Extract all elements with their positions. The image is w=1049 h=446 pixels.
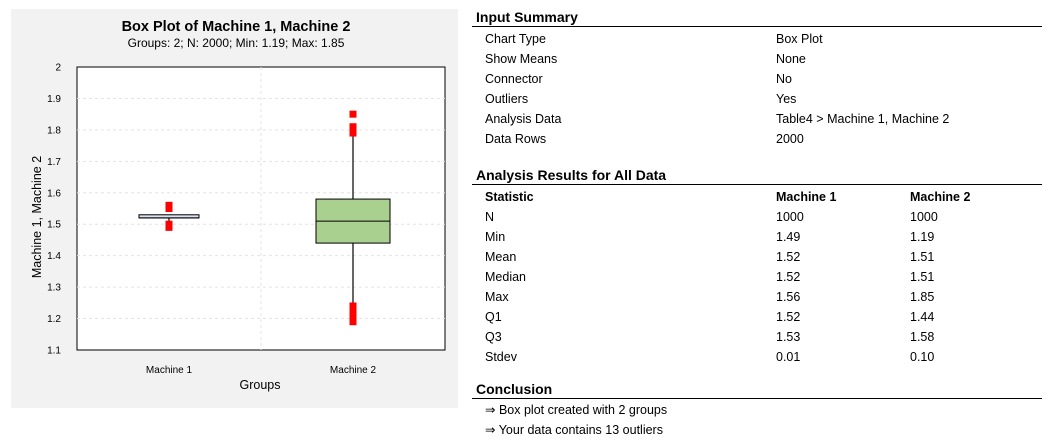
machine-2-value: 1.19 [910,230,935,244]
results-row: Median 1.52 1.51 [472,267,1042,287]
statistic-name: Q3 [485,330,502,344]
conclusion-heading: Conclusion [472,381,1042,399]
results-row: Min 1.49 1.19 [472,227,1042,247]
y-tick-label: 1.1 [47,346,61,357]
box-plot-chart: Box Plot of Machine 1, Machine 2 Groups:… [30,19,446,392]
machine-2-value: 1.51 [910,250,935,264]
box-2 [315,110,391,326]
x-tick-label: Machine 1 [146,365,193,376]
y-tick-label: 1.2 [47,314,61,325]
analysis-results-heading: Analysis Results for All Data [472,167,1042,185]
y-tick-label: 1.3 [47,283,61,294]
y-tick-label: 2 [55,63,61,74]
statistic-name: N [485,210,495,224]
y-axis-label: Machine 1, Machine 2 [30,156,44,278]
input-value: 2000 [776,132,804,146]
input-label: Outliers [485,92,529,106]
outlier-point [349,110,357,118]
outlier-point [165,201,173,209]
outlier-point [349,308,357,316]
input-value: None [776,52,806,66]
machine-1-value: 1.56 [776,290,801,304]
input-summary-row: Show Means None [472,49,1042,69]
input-summary-row: Outliers Yes [472,89,1042,109]
results-header-row: Statistic Machine 1 Machine 2 [472,187,1042,207]
machine-2-value: 1.51 [910,270,935,284]
y-tick-label: 1.4 [47,251,61,262]
statistic-name: Q1 [485,310,502,324]
x-tick-label: Machine 2 [330,365,377,376]
machine-2-value: 1.58 [910,330,935,344]
y-tick-label: 1.8 [47,125,61,136]
input-label: Data Rows [485,132,547,146]
machine-1-value: 1.52 [776,270,801,284]
results-row: Mean 1.52 1.51 [472,247,1042,267]
y-tick-label: 1.7 [47,157,61,168]
column-header-machine-2: Machine 2 [910,190,971,204]
y-tick-labels: 1.1 1.2 1.3 1.4 1.5 1.6 1.7 1.8 1.9 2 [47,63,61,357]
chart-subtitle: Groups: 2; N: 2000; Min: 1.19; Max: 1.85 [128,36,345,50]
results-panel: Input Summary Chart Type Box Plot Show Mea… [472,9,1042,440]
column-header-machine-1: Machine 1 [776,190,837,204]
conclusion-list: ⇒ Box plot created with 2 groups ⇒ Your d… [472,399,1042,440]
chart-title: Box Plot of Machine 1, Machine 2 [122,19,351,35]
statistic-name: Max [485,290,509,304]
results-row: Q3 1.53 1.58 [472,327,1042,347]
input-summary-row: Chart Type Box Plot [472,29,1042,49]
machine-1-value: 1.49 [776,230,801,244]
input-label: Chart Type [485,32,546,46]
input-label: Connector [485,72,543,86]
x-axis-label: Groups [240,378,281,392]
input-summary-row: Connector No [472,69,1042,89]
results-row: Q1 1.52 1.44 [472,307,1042,327]
statistic-name: Median [485,270,526,284]
results-row: N 1000 1000 [472,207,1042,227]
gridlines [77,67,445,350]
chart-panel: Box Plot of Machine 1, Machine 2 Groups:… [11,9,458,408]
box-series [138,110,391,326]
box-1 [138,201,200,231]
machine-1-value: 0.01 [776,350,801,364]
results-row: Stdev 0.01 0.10 [472,347,1042,367]
conclusion-item: ⇒ Your data contains 13 outliers [485,423,663,437]
machine-2-value: 0.10 [910,350,935,364]
statistic-name: Mean [485,250,517,264]
outlier-point [349,302,357,310]
conclusion-item: ⇒ Box plot created with 2 groups [485,403,668,417]
input-summary-row: Data Rows 2000 [472,129,1042,149]
machine-1-value: 1000 [776,210,804,224]
outlier-point [165,220,173,228]
y-tick-label: 1.6 [47,188,61,199]
input-summary-heading: Input Summary [472,9,1042,27]
input-summary-row: Analysis Data Table4 > Machine 1, Machine… [472,109,1042,129]
results-row: Max 1.56 1.85 [472,287,1042,307]
machine-2-value: 1000 [910,210,938,224]
input-value: Table4 > Machine 1, Machine 2 [776,112,950,126]
input-value: No [776,72,792,86]
outlier-point [349,318,357,326]
input-summary-table: Chart Type Box Plot Show Means None Connecto… [472,27,1042,149]
machine-1-value: 1.52 [776,250,801,264]
machine-2-value: 1.85 [910,290,935,304]
input-value: Yes [776,92,797,106]
machine-1-value: 1.53 [776,330,801,344]
input-label: Show Means [485,52,558,66]
machine-1-value: 1.52 [776,310,801,324]
y-tick-label: 1.5 [47,220,61,231]
outlier-point [349,129,357,137]
column-header-statistic: Statistic [485,190,534,204]
statistic-name: Stdev [485,350,517,364]
input-value: Box Plot [776,32,823,46]
outlier-point [349,123,357,131]
input-label: Analysis Data [485,112,562,126]
results-table: N 1000 1000 Min 1.49 1.19 Mean 1.52 1.51 Median 1.… [472,207,1042,367]
y-tick-label: 1.9 [47,94,61,105]
statistic-name: Min [485,230,506,244]
x-tick-labels: Machine 1 Machine 2 [146,365,377,376]
machine-2-value: 1.44 [910,310,935,324]
